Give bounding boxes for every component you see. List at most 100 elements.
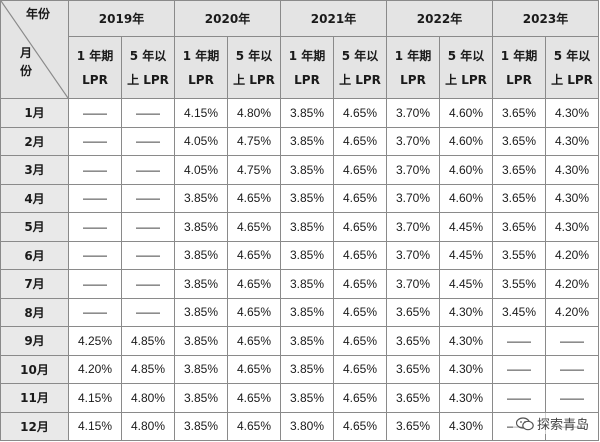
rate-cell: 4.20% bbox=[68, 354, 122, 384]
one-year-lpr-header: 1 年期 LPR bbox=[68, 36, 122, 99]
rate-cell: 4.65% bbox=[227, 269, 281, 299]
rate-cell: 4.65% bbox=[333, 155, 387, 185]
year-header-2019: 2019年 bbox=[68, 0, 175, 37]
month-cell: 4月 bbox=[0, 183, 69, 213]
rate-cell: 4.30% bbox=[439, 297, 493, 327]
table-row: 3月 —— —— 4.05% 4.75% 3.85% 4.65% 3.70% 4.60% 3.65… bbox=[0, 155, 599, 185]
rate-cell: —— bbox=[545, 383, 599, 413]
rate-cell: 4.85% bbox=[121, 326, 175, 356]
month-cell: 12月 bbox=[0, 411, 69, 441]
month-cell: 5月 bbox=[0, 212, 69, 242]
header-line: LPR bbox=[82, 72, 108, 87]
rate-cell: 4.05% bbox=[174, 126, 228, 156]
rate-cell: 3.85% bbox=[280, 297, 334, 327]
five-year-lpr-header: 5 年以上 LPR bbox=[545, 36, 599, 99]
rate-cell: 4.20% bbox=[545, 240, 599, 270]
rate-cell: 4.65% bbox=[333, 383, 387, 413]
month-cell: 6月 bbox=[0, 240, 69, 270]
table-row: 1月 —— —— 4.15% 4.80% 3.85% 4.65% 3.70% 4.60% 3.65… bbox=[0, 98, 599, 128]
rate-cell: 3.85% bbox=[280, 98, 334, 128]
rate-cell: —— bbox=[545, 326, 599, 356]
rate-cell: 3.85% bbox=[174, 354, 228, 384]
corner-month-label: 月份 bbox=[19, 46, 32, 78]
rate-cell: 4.65% bbox=[333, 126, 387, 156]
rate-cell: 4.30% bbox=[439, 326, 493, 356]
header-line: 5 年以 bbox=[235, 48, 273, 63]
rate-cell: 4.65% bbox=[333, 183, 387, 213]
rate-cell: 3.65% bbox=[492, 126, 546, 156]
rate-cell: 4.30% bbox=[545, 183, 599, 213]
rate-cell: 3.70% bbox=[386, 212, 440, 242]
year-header-2020: 2020年 bbox=[174, 0, 281, 37]
rate-cell: —— bbox=[121, 183, 175, 213]
rate-cell: 4.65% bbox=[333, 240, 387, 270]
five-year-lpr-header: 5 年以上 LPR bbox=[333, 36, 387, 99]
header-line: 上 LPR bbox=[339, 72, 381, 87]
header-line: 1 年期 bbox=[500, 48, 538, 63]
rate-cell: 4.85% bbox=[121, 354, 175, 384]
rate-cell: —— bbox=[68, 297, 122, 327]
rate-cell: 4.15% bbox=[68, 411, 122, 441]
rate-cell: —— bbox=[68, 98, 122, 128]
diagonal-line bbox=[1, 1, 68, 98]
rate-cell: 3.85% bbox=[280, 354, 334, 384]
rate-cell: 3.65% bbox=[386, 326, 440, 356]
rate-cell: 4.80% bbox=[121, 411, 175, 441]
table-row: 5月 —— —— 3.85% 4.65% 3.85% 4.65% 3.70% 4.45% 3.65… bbox=[0, 212, 599, 242]
rate-cell: 4.65% bbox=[227, 326, 281, 356]
header-line: 5 年以 bbox=[129, 48, 167, 63]
rate-cell: 3.85% bbox=[174, 269, 228, 299]
table-row: 7月 —— —— 3.85% 4.65% 3.85% 4.65% 3.70% 4.45% 3.55… bbox=[0, 269, 599, 299]
five-year-lpr-header: 5 年以上 LPR bbox=[227, 36, 281, 99]
rate-cell: —— bbox=[68, 183, 122, 213]
rate-cell: 3.70% bbox=[386, 269, 440, 299]
rate-cell: 3.65% bbox=[492, 183, 546, 213]
header-line: LPR bbox=[294, 72, 320, 87]
rate-cell: 4.20% bbox=[545, 297, 599, 327]
rate-cell: 3.85% bbox=[280, 155, 334, 185]
rate-cell: —— bbox=[121, 269, 175, 299]
rate-cell: —— bbox=[545, 354, 599, 384]
corner-header-cell: 年份 月份 bbox=[0, 0, 69, 99]
rate-cell: 3.65% bbox=[492, 155, 546, 185]
year-header-2022: 2022年 bbox=[386, 0, 493, 37]
header-line: 上 LPR bbox=[127, 72, 169, 87]
month-cell: 10月 bbox=[0, 354, 69, 384]
rate-cell: 4.65% bbox=[227, 383, 281, 413]
month-cell: 3月 bbox=[0, 155, 69, 185]
month-cell: 1月 bbox=[0, 98, 69, 128]
rate-cell: 4.65% bbox=[333, 98, 387, 128]
rate-cell: 3.85% bbox=[280, 269, 334, 299]
rate-cell: —— bbox=[492, 326, 546, 356]
rate-cell: 3.55% bbox=[492, 269, 546, 299]
table-row: 8月 —— —— 3.85% 4.65% 3.85% 4.65% 3.65% 4.30% 3.45… bbox=[0, 297, 599, 327]
rate-cell: —— bbox=[121, 212, 175, 242]
header-line: 5 年以 bbox=[553, 48, 591, 63]
watermark-text: 探索青岛 bbox=[536, 418, 589, 433]
month-cell: 9月 bbox=[0, 326, 69, 356]
rate-cell: 4.65% bbox=[333, 269, 387, 299]
rate-cell: 4.60% bbox=[439, 183, 493, 213]
rate-cell: 3.85% bbox=[280, 326, 334, 356]
rate-cell: 4.65% bbox=[227, 240, 281, 270]
rate-cell: 4.75% bbox=[227, 126, 281, 156]
rate-type-header-row: 1 年期 LPR 5 年以上 LPR 1 年期 LPR 5 年以上 LPR 1 年期 LPR 5… bbox=[1, 36, 599, 99]
rate-cell: —— bbox=[68, 212, 122, 242]
month-cell: 2月 bbox=[0, 126, 69, 156]
header-line: LPR bbox=[400, 72, 426, 87]
rate-cell: 4.60% bbox=[439, 98, 493, 128]
rate-cell: 4.65% bbox=[227, 183, 281, 213]
rate-cell: 3.85% bbox=[280, 240, 334, 270]
table-row: 6月 —— —— 3.85% 4.65% 3.85% 4.65% 3.70% 4.45% 3.55… bbox=[0, 240, 599, 270]
rate-cell: —— bbox=[492, 383, 546, 413]
corner-year-label: 年份 bbox=[25, 7, 50, 21]
rate-cell: 3.70% bbox=[386, 183, 440, 213]
rate-cell: 3.80% bbox=[280, 411, 334, 441]
header-line: LPR bbox=[506, 72, 532, 87]
header-line: 上 LPR bbox=[233, 72, 275, 87]
rate-cell: 4.45% bbox=[439, 269, 493, 299]
watermark: 探索青岛 bbox=[512, 413, 592, 434]
rate-cell: 4.80% bbox=[227, 98, 281, 128]
five-year-lpr-header: 5 年以上 LPR bbox=[439, 36, 493, 99]
rate-cell: 3.65% bbox=[386, 383, 440, 413]
